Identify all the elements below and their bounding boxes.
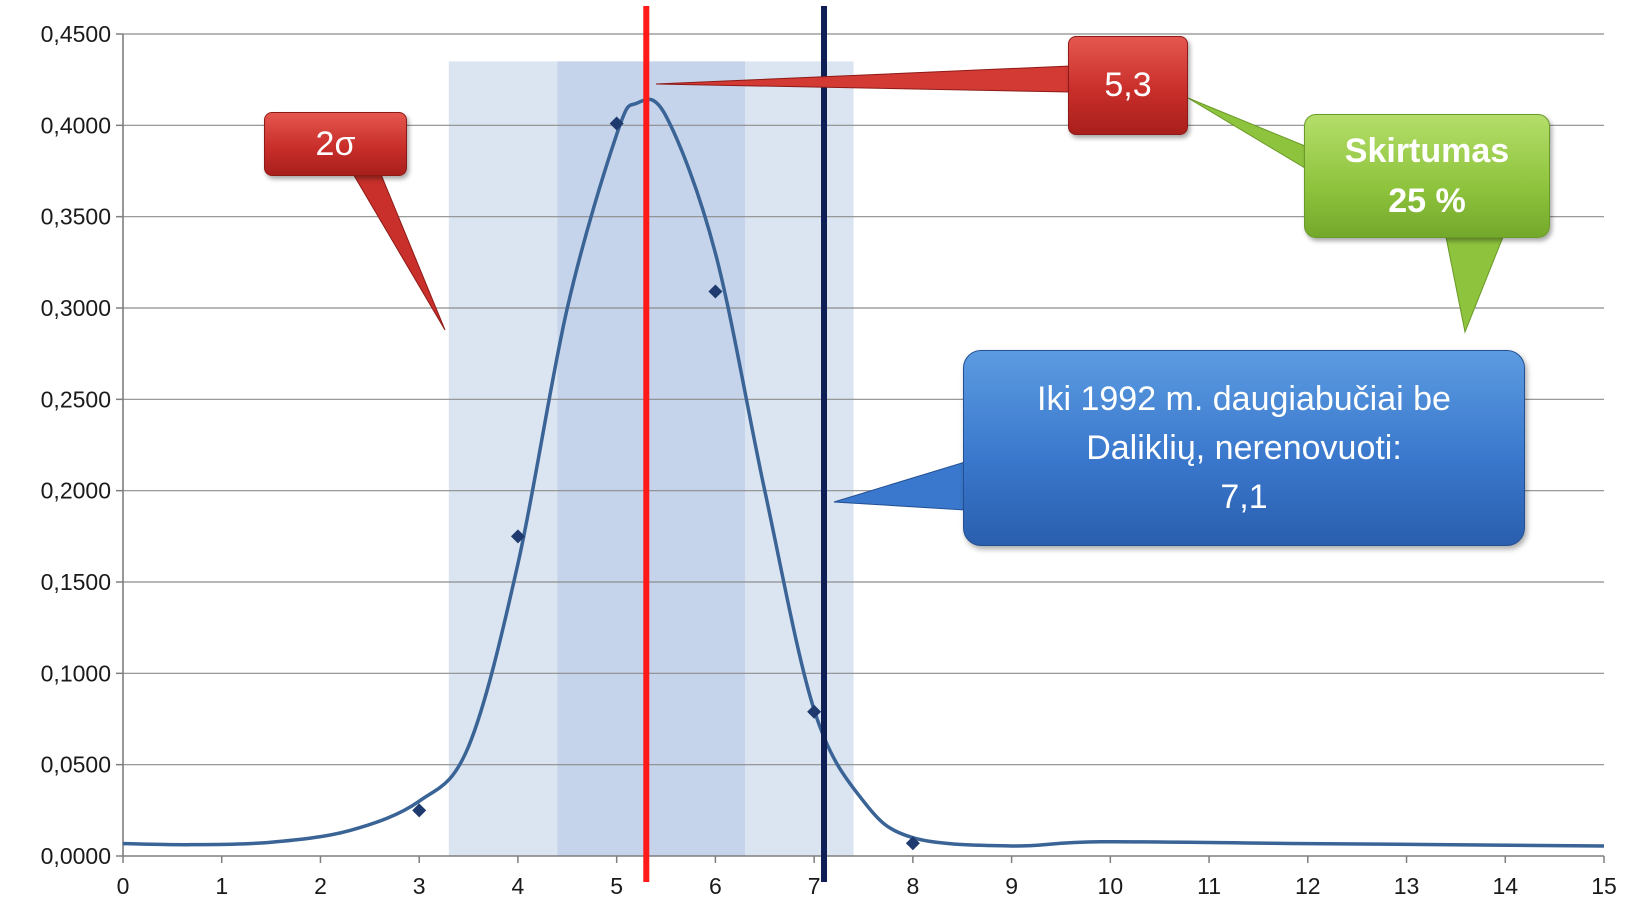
sigma-bands [448, 61, 854, 856]
data-point-marker [412, 803, 427, 818]
y-tick-label: 0,2000 [41, 478, 111, 504]
x-tick-label: 2 [314, 873, 327, 899]
x-tick-label: 8 [906, 873, 919, 899]
callout-pointers [351, 65, 1506, 511]
data-point-marker [609, 116, 624, 131]
x-tick-label: 5 [610, 873, 623, 899]
vertical-markers [643, 6, 828, 882]
data-points [412, 116, 920, 851]
x-tick-label: 15 [1591, 873, 1617, 899]
y-tick-label: 0,3500 [41, 204, 111, 230]
x-tick-label: 12 [1295, 873, 1321, 899]
info-callout-value: 7,1 [1220, 477, 1268, 516]
data-point-marker [510, 529, 525, 544]
y-tick-label: 0,2500 [41, 386, 111, 412]
mean-callout-label: 5,3 [1104, 66, 1152, 104]
sigma-callout-label: 2σ [315, 124, 356, 163]
x-tick-label: 13 [1394, 873, 1420, 899]
x-tick-labels: 0 1 2 3 4 5 6 7 8 9 10 11 12 13 14 15 [117, 856, 1617, 899]
data-point-marker [708, 284, 723, 299]
sigma-band-2 [557, 61, 746, 856]
info-callout: Iki 1992 m. daugiabučiai be Daliklių, ne… [963, 350, 1525, 546]
difference-callout-value: 25 % [1388, 182, 1466, 220]
x-tick-label: 11 [1197, 873, 1221, 899]
x-tick-label: 9 [1005, 873, 1018, 899]
y-tick-label: 0,1000 [41, 660, 111, 686]
difference-callout-title: Skirtumas [1344, 132, 1510, 170]
y-tick-label: 0,4500 [41, 21, 111, 47]
difference-callout: Skirtumas 25 % [1304, 114, 1550, 238]
info-callout-line1: Iki 1992 m. daugiabučiai be [1037, 379, 1451, 418]
x-tick-label: 4 [512, 873, 525, 899]
x-tick-label: 3 [413, 873, 426, 899]
y-tick-label: 0,1500 [41, 569, 111, 595]
data-point-marker [807, 704, 822, 719]
x-tick-label: 6 [709, 873, 722, 899]
y-tick-label: 0,3000 [41, 295, 111, 321]
y-tick-label: 0,0000 [41, 843, 111, 869]
fitted-curve-line [122, 97, 1605, 848]
x-tick-label: 0 [117, 873, 130, 899]
y-tick-label: 0,0500 [41, 752, 111, 778]
info-callout-line2: Daliklių, nerenovuoti: [1086, 428, 1402, 467]
y-tick-labels: 0,0000 0,0500 0,1000 0,1500 0,2000 0,2500 0,30… [41, 21, 111, 869]
x-tick-label: 7 [808, 873, 821, 899]
y-tick-label: 0,4000 [41, 112, 111, 138]
x-tick-label: 10 [1098, 873, 1124, 899]
sigma-callout: 2σ [264, 112, 407, 176]
x-tick-label: 14 [1492, 873, 1518, 899]
data-point-marker [905, 836, 920, 851]
axes [122, 34, 1604, 857]
fitted-curve [122, 97, 1605, 848]
mean-callout: 5,3 [1068, 36, 1188, 135]
x-tick-label: 1 [215, 873, 228, 899]
